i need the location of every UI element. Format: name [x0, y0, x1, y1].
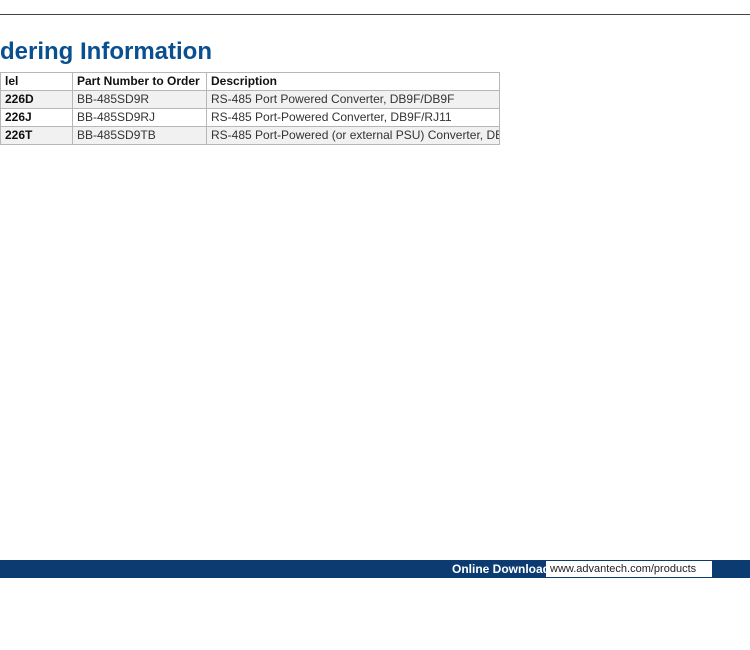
cell-part: BB-485SD9R: [73, 91, 207, 109]
cell-part: BB-485SD9RJ: [73, 109, 207, 127]
table-header-row: lel Part Number to Order Description: [1, 73, 500, 91]
cell-desc: RS-485 Port-Powered (or external PSU) Co…: [207, 127, 500, 145]
col-part-number: Part Number to Order: [73, 73, 207, 91]
table-row: 226D BB-485SD9R RS-485 Port Powered Conv…: [1, 91, 500, 109]
col-model: lel: [1, 73, 73, 91]
cell-model: 226D: [1, 91, 73, 109]
ordering-table: lel Part Number to Order Description 226…: [0, 72, 500, 145]
footer-url: www.advantech.com/products: [546, 561, 712, 577]
footer-bar: Online Download www.advantech.com/produc…: [0, 560, 750, 578]
cell-model: 226T: [1, 127, 73, 145]
cell-desc: RS-485 Port Powered Converter, DB9F/DB9F: [207, 91, 500, 109]
top-divider: [0, 14, 750, 15]
table-row: 226T BB-485SD9TB RS-485 Port-Powered (or…: [1, 127, 500, 145]
cell-part: BB-485SD9TB: [73, 127, 207, 145]
ordering-information-section: dering Information lel Part Number to Or…: [0, 38, 500, 145]
col-description: Description: [207, 73, 500, 91]
cell-model: 226J: [1, 109, 73, 127]
cell-desc: RS-485 Port-Powered Converter, DB9F/RJ11: [207, 109, 500, 127]
section-heading: dering Information: [0, 38, 500, 66]
table-row: 226J BB-485SD9RJ RS-485 Port-Powered Con…: [1, 109, 500, 127]
footer-download-label: Online Download: [452, 560, 550, 578]
